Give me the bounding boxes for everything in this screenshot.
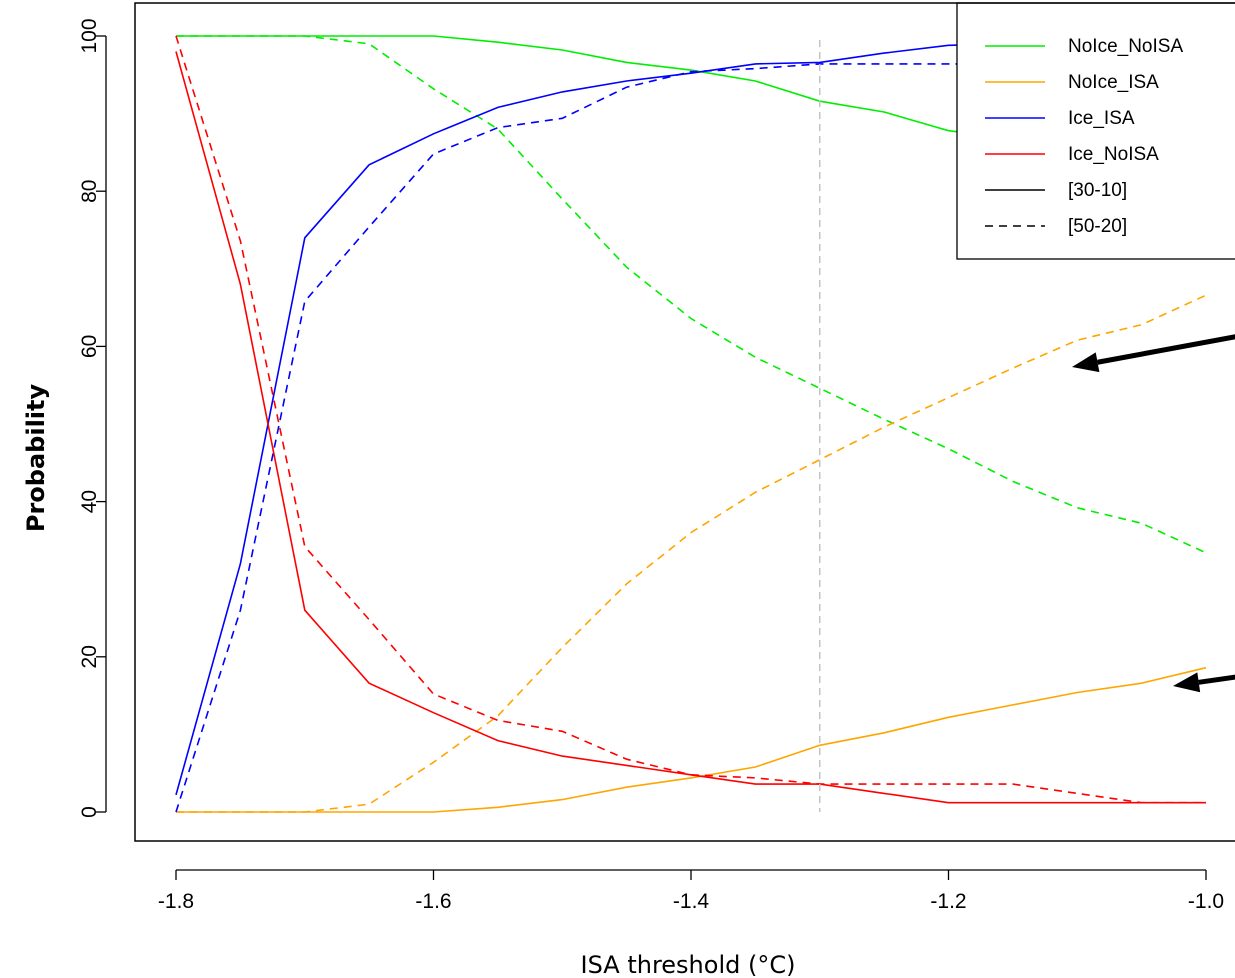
x-tick-label: -1.2 (930, 890, 966, 913)
annotation-arrow-lower-head (1173, 672, 1201, 693)
annotation-layer (1072, 334, 1235, 693)
series-line-noice-isa-50-20 (176, 294, 1207, 813)
legend-label: Ice_ISA (1068, 108, 1135, 129)
annotation-arrow-upper-head (1072, 352, 1100, 373)
legend-label: NoIce_NoISA (1068, 36, 1183, 57)
legend: NoIce_NoISA NoIce_ISA Ice_ISA Ice_NoISA [30-… (956, 2, 1235, 260)
plot-frame (134, 2, 1235, 842)
series-line-noice-isa-30-10 (176, 666, 1207, 813)
legend-label: [50-20] (1068, 216, 1127, 237)
y-tick-label: 0 (78, 806, 101, 818)
y-axis: 0 20 40 60 80 100 (78, 18, 107, 818)
x-tick-label: -1.8 (158, 890, 194, 913)
series-line-noice-noisa-50-20 (176, 35, 1207, 554)
y-tick-label: 80 (78, 180, 101, 203)
legend-label: Ice_NoISA (1068, 144, 1159, 165)
y-tick-label: 60 (78, 335, 101, 358)
y-tick-label: 100 (78, 18, 101, 53)
legend-label: NoIce_ISA (1068, 72, 1159, 93)
series-line-ice-isa-50-20 (175, 63, 1206, 813)
annotation-arrow-lower-shaft (1198, 674, 1235, 685)
series-line-ice-noisa-50-20 (175, 35, 1206, 804)
x-tick-label: -1.0 (1188, 890, 1224, 913)
x-axis-title: ISA threshold (°C) (581, 951, 796, 978)
legend-label: [30-10] (1068, 180, 1127, 201)
x-tick-label: -1.6 (415, 890, 451, 913)
y-tick-label: 40 (78, 490, 101, 513)
x-axis: -1.8 -1.6 -1.4 -1.2 -1.0 (158, 869, 1224, 913)
y-axis-title: Probability (22, 384, 50, 533)
y-tick-label: 20 (78, 645, 101, 668)
annotation-arrow-upper-shaft (1097, 334, 1235, 365)
x-tick-label: -1.4 (673, 890, 710, 913)
